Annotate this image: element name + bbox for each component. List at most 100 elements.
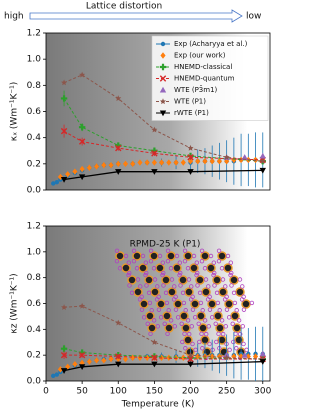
data-point <box>115 169 122 175</box>
atom <box>178 283 183 288</box>
data-point <box>54 179 60 185</box>
atom <box>151 318 157 323</box>
atom <box>163 290 169 296</box>
series-line <box>63 169 263 181</box>
data-point <box>79 71 86 78</box>
atom <box>148 258 154 264</box>
atom <box>181 300 187 306</box>
data-point <box>54 372 60 377</box>
legend-marker <box>159 86 167 93</box>
data-point <box>187 154 194 161</box>
atom <box>172 284 177 289</box>
atom <box>249 300 255 306</box>
atom <box>166 308 171 313</box>
atom <box>171 297 177 302</box>
atom <box>168 266 174 271</box>
atom <box>186 277 192 282</box>
data-point <box>60 127 68 135</box>
atom <box>217 308 222 313</box>
atom <box>228 272 233 278</box>
atom <box>200 346 205 351</box>
data-point <box>122 160 129 168</box>
y-tick-label: 0.2 <box>27 351 41 361</box>
data-point <box>72 361 78 368</box>
y-axis-label: κₓ (Wm⁻¹K⁻¹) <box>10 82 20 141</box>
legend-marker <box>160 41 166 47</box>
atom <box>183 308 188 313</box>
atom <box>212 270 217 276</box>
atom <box>144 275 154 285</box>
atom <box>140 253 146 259</box>
atom <box>172 263 182 273</box>
data-point <box>65 363 71 370</box>
atom <box>161 270 166 276</box>
atom <box>123 253 129 259</box>
atom <box>189 284 194 289</box>
atom <box>214 339 219 345</box>
atom <box>168 318 174 323</box>
atom <box>183 346 188 351</box>
atom <box>185 266 191 271</box>
atom <box>219 318 225 323</box>
atom <box>160 272 165 278</box>
atom <box>138 284 143 289</box>
atom <box>162 311 172 321</box>
atom <box>173 307 179 312</box>
atom <box>229 275 239 285</box>
atom <box>228 260 234 265</box>
data-point <box>65 171 71 178</box>
data-point <box>259 359 266 365</box>
y-tick-label: 0.4 <box>27 133 42 143</box>
y-tick-label: 0.0 <box>27 377 42 387</box>
atom <box>195 275 205 285</box>
data-point <box>166 354 172 361</box>
legend-label: WTE (P3̄m1) <box>174 85 218 94</box>
atom <box>145 321 150 327</box>
atom <box>132 251 142 261</box>
atom <box>165 258 171 264</box>
data-point <box>51 181 56 186</box>
data-point <box>115 361 122 368</box>
data-point <box>122 355 129 363</box>
atom <box>172 324 177 329</box>
atom <box>166 251 176 261</box>
atom <box>191 253 197 259</box>
y-tick-label: 0.0 <box>27 186 42 196</box>
atom <box>161 275 171 285</box>
data-point <box>259 152 266 159</box>
atom <box>197 339 202 345</box>
atom <box>177 272 182 278</box>
data-point <box>60 345 68 352</box>
atom <box>211 260 217 265</box>
atom <box>143 260 149 265</box>
atom <box>230 311 240 321</box>
atom <box>164 300 170 306</box>
atom <box>180 339 185 345</box>
y-tick-label: 1.0 <box>27 55 42 65</box>
atom <box>225 253 231 259</box>
atom <box>165 331 170 337</box>
atom <box>223 324 228 329</box>
data-point <box>86 358 92 365</box>
atom <box>182 248 188 253</box>
data-point <box>241 351 248 358</box>
atom <box>149 308 154 313</box>
data-point <box>173 159 179 166</box>
atom <box>178 270 183 276</box>
data-point <box>115 160 121 168</box>
data-point <box>151 126 158 133</box>
x-axis-label: Temperature (K) <box>121 400 195 410</box>
atom <box>202 266 208 271</box>
atom <box>200 251 210 261</box>
data-point <box>115 353 122 360</box>
data-point <box>216 158 222 165</box>
atom <box>205 297 211 302</box>
data-point <box>60 176 68 183</box>
atom <box>232 300 238 306</box>
data-point <box>60 95 68 102</box>
figure: high Lattice distortion low RPMD-25 K (P… <box>4 2 272 410</box>
atom <box>203 277 209 282</box>
data-point <box>137 159 143 166</box>
atom <box>121 263 131 273</box>
x-tick-label: 200 <box>182 387 199 397</box>
